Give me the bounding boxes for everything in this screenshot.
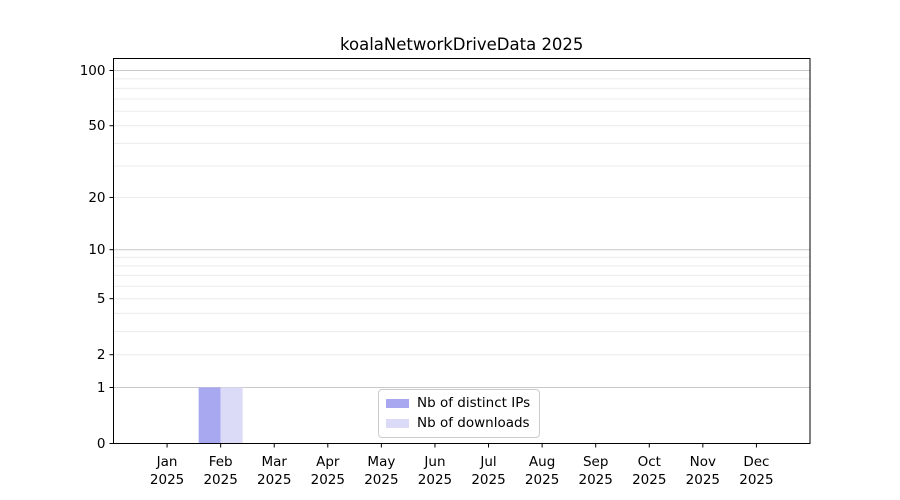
y-tick-label: 0 [97,436,106,452]
x-tick-label-year: 2025 [418,472,452,488]
x-tick-label-month: Aug [529,454,555,470]
legend: Nb of distinct IPs Nb of downloads [378,389,541,438]
x-tick-label-month: Jul [479,454,496,470]
x-tick-label-month: Sep [583,454,608,470]
x-tick-label-year: 2025 [632,472,666,488]
x-tick-label-year: 2025 [364,472,398,488]
x-tick-label-month: Nov [690,454,716,470]
x-tick-label-year: 2025 [739,472,773,488]
bar [220,387,243,444]
x-tick-label-month: May [367,454,395,470]
y-tick-label: 10 [88,242,105,258]
bar [198,387,221,444]
x-tick-label-month: Mar [261,454,287,470]
legend-label: Nb of downloads [417,414,530,431]
x-tick-label-month: Oct [638,454,661,470]
x-tick-label-year: 2025 [471,472,505,488]
x-tick-label-month: Jan [156,454,178,470]
legend-swatch [386,398,409,408]
x-tick-label-year: 2025 [203,472,237,488]
chart-title: koalaNetworkDriveData 2025 [340,35,583,54]
x-tick-label-year: 2025 [257,472,291,488]
y-tick-label: 100 [80,63,106,79]
legend-label: Nb of distinct IPs [417,395,531,411]
x-tick-label-month: Jun [423,454,445,470]
y-tick-label: 1 [97,380,106,396]
x-tick-label-month: Apr [316,454,340,470]
x-tick-label-year: 2025 [686,472,720,488]
y-tick-label: 50 [88,118,105,134]
legend-item: Nb of distinct IPs [386,395,530,412]
x-tick-label-year: 2025 [150,472,184,488]
plot-box [113,58,811,444]
legend-item: Nb of downloads [386,415,530,432]
x-tick-label-month: Dec [743,454,769,470]
x-tick-label-year: 2025 [311,472,345,488]
x-tick-label-month: Feb [209,454,233,470]
x-tick-label-year: 2025 [579,472,613,488]
y-tick-label: 5 [97,291,106,307]
legend-swatch [386,418,409,428]
y-tick-label: 2 [97,347,106,363]
y-tick-label: 20 [88,190,105,206]
x-tick-label-year: 2025 [525,472,559,488]
